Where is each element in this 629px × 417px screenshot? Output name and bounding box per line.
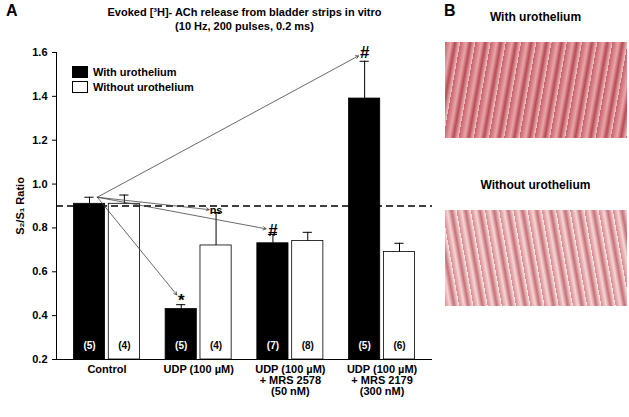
html-text:Without urothelium: Without urothelium — [93, 81, 194, 93]
html-text:With urothelium: With urothelium — [489, 10, 582, 24]
svg-text:(7): (7) — [267, 340, 279, 351]
svg-text:#: # — [360, 43, 370, 62]
svg-text:Evoked [³H]- ACh release from: Evoked [³H]- ACh release from bladder st… — [107, 6, 381, 18]
svg-text:1.2: 1.2 — [32, 134, 47, 146]
svg-text:S₂/S₁ Ratio: S₂/S₁ Ratio — [14, 177, 26, 235]
svg-text:0.6: 0.6 — [32, 265, 47, 277]
svg-text:#: # — [268, 221, 278, 240]
svg-text:(6): (6) — [393, 340, 405, 351]
html-text:Without urothelium: Without urothelium — [480, 178, 591, 192]
svg-text:(4): (4) — [118, 340, 130, 351]
svg-text:1.6: 1.6 — [32, 46, 47, 58]
svg-text:Control: Control — [87, 363, 126, 375]
html-text:With urothelium: With urothelium — [93, 66, 177, 78]
svg-text:(10 Hz, 200 pulses, 0.2 ms): (10 Hz, 200 pulses, 0.2 ms) — [175, 20, 314, 32]
svg-text:(5): (5) — [359, 340, 371, 351]
html-text:B: B — [444, 2, 456, 19]
svg-text:UDP (100 µM)+ MRS 2578(50 nM): UDP (100 µM)+ MRS 2578(50 nM) — [255, 363, 326, 397]
svg-text:(8): (8) — [302, 340, 314, 351]
svg-text:0.8: 0.8 — [32, 221, 47, 233]
svg-text:ns: ns — [210, 204, 223, 216]
svg-text:*: * — [178, 291, 185, 310]
svg-text:UDP (100 µM): UDP (100 µM) — [163, 363, 234, 375]
svg-text:1.0: 1.0 — [32, 178, 47, 190]
svg-text:(4): (4) — [210, 340, 222, 351]
svg-text:(5): (5) — [83, 340, 95, 351]
svg-text:1.4: 1.4 — [32, 90, 48, 102]
svg-text:0.2: 0.2 — [32, 353, 47, 365]
svg-text:UDP (100 µM)+ MRS 2179(300 nM): UDP (100 µM)+ MRS 2179(300 nM) — [347, 363, 418, 397]
svg-text:0.4: 0.4 — [32, 309, 48, 321]
html-text:A: A — [6, 2, 18, 19]
svg-text:(5): (5) — [175, 340, 187, 351]
